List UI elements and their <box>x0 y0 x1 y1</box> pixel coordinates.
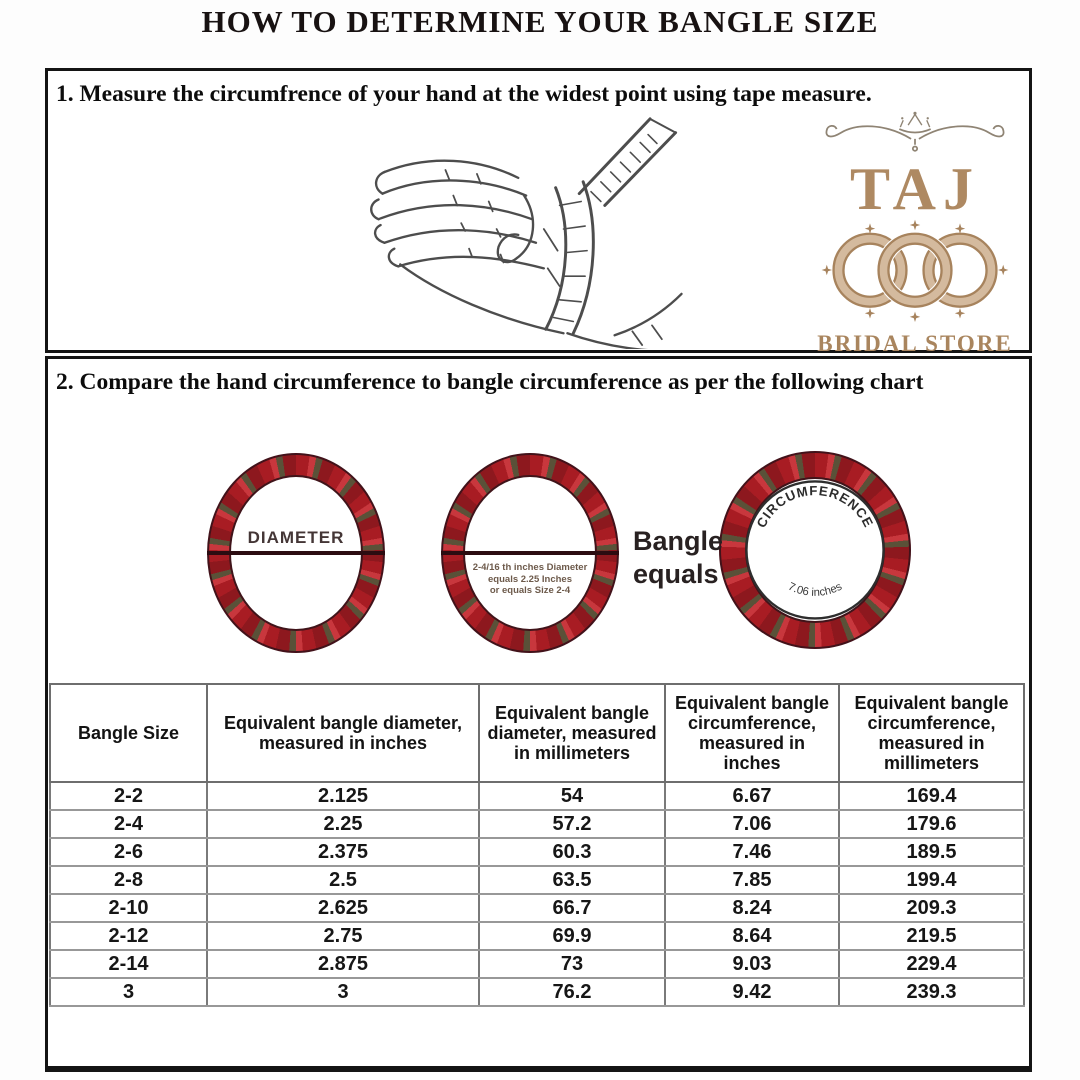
table-cell: 2.625 <box>206 893 480 923</box>
table-cell: 6.67 <box>664 781 840 811</box>
page-title: HOW TO DETERMINE YOUR BANGLE SIZE <box>201 4 879 39</box>
table-cell: 209.3 <box>838 893 1025 923</box>
step2-section: 2. Compare the hand circumference to ban… <box>45 356 1032 1072</box>
diameter-label: DIAMETER <box>247 528 345 547</box>
table-cell: 66.7 <box>478 893 666 923</box>
table-cell: 7.46 <box>664 837 840 867</box>
diameter-line <box>441 551 619 555</box>
table-cell: 2-12 <box>49 921 208 951</box>
table-cell: 2.125 <box>206 781 480 811</box>
column-header: Equivalent bangle circumference, measure… <box>664 683 840 783</box>
bangle-size-example-diagram: 2-4/16 th inches Diameter equals 2.25 In… <box>441 453 619 653</box>
hand-tape-measure-illustration <box>370 117 683 349</box>
brand-name: TAJ <box>850 156 980 222</box>
ornament-flourish-icon <box>825 111 1005 152</box>
table-row: 3 3 76.2 9.42 239.3 <box>49 977 1025 1007</box>
circumference-value: 7.06 inches <box>786 581 844 599</box>
table-row: 2-14 2.875 73 9.03 229.4 <box>49 949 1025 979</box>
circumference-ring-labels: CIRCUMFERENCE 7.06 inches <box>745 480 885 620</box>
table-cell: 3 <box>206 977 480 1007</box>
table-cell: 9.42 <box>664 977 840 1007</box>
table-header-row: Bangle Size Equivalent bangle diameter, … <box>49 683 1025 783</box>
table-cell: 2-14 <box>49 949 208 979</box>
table-row: 2-2 2.125 54 6.67 169.4 <box>49 781 1025 811</box>
table-cell: 3 <box>49 977 208 1007</box>
step1-section: 1. Measure the circumfrence of your hand… <box>45 68 1032 356</box>
table-cell: 8.24 <box>664 893 840 923</box>
bangle-equals-label: Bangle equals <box>633 525 753 591</box>
table-cell: 239.3 <box>838 977 1025 1007</box>
table-cell: 73 <box>478 949 666 979</box>
table-cell: 169.4 <box>838 781 1025 811</box>
table-row: 2-12 2.75 69.9 8.64 219.5 <box>49 921 1025 951</box>
table-row: 2-10 2.625 66.7 8.24 209.3 <box>49 893 1025 923</box>
table-cell: 2.25 <box>206 809 480 839</box>
bangle-rings-icon <box>821 219 1009 323</box>
brand-logo: TAJ <box>811 109 1019 357</box>
size-note-line: 2-4/16 th inches Diameter <box>472 562 588 573</box>
table-cell: 199.4 <box>838 865 1025 895</box>
table-cell: 63.5 <box>478 865 666 895</box>
size-example-note: 2-4/16 th inches Diameter equals 2.25 In… <box>443 562 617 597</box>
table-cell: 2-2 <box>49 781 208 811</box>
table-cell: 189.5 <box>838 837 1025 867</box>
table-cell: 8.64 <box>664 921 840 951</box>
diameter-line <box>207 551 385 555</box>
table-cell: 2.875 <box>206 949 480 979</box>
column-header: Bangle Size <box>49 683 208 783</box>
size-note-line: equals 2.25 Inches <box>488 573 572 585</box>
table-cell: 2.375 <box>206 837 480 867</box>
table-cell: 9.03 <box>664 949 840 979</box>
table-cell: 2-4 <box>49 809 208 839</box>
table-cell: 57.2 <box>478 809 666 839</box>
table-cell: 219.5 <box>838 921 1025 951</box>
table-row: 2-4 2.25 57.2 7.06 179.6 <box>49 809 1025 839</box>
step1-heading: 1. Measure the circumfrence of your hand… <box>56 81 872 107</box>
column-header: Equivalent bangle diameter, measured in … <box>478 683 666 783</box>
table-cell: 2-6 <box>49 837 208 867</box>
table-cell: 2-10 <box>49 893 208 923</box>
table-cell: 2.5 <box>206 865 480 895</box>
column-header: Equivalent bangle circumference, measure… <box>838 683 1025 783</box>
table-cell: 76.2 <box>478 977 666 1007</box>
table-cell: 54 <box>478 781 666 811</box>
table-cell: 229.4 <box>838 949 1025 979</box>
bangle-size-table: Bangle Size Equivalent bangle diameter, … <box>49 683 1025 1007</box>
bangle-equals-line: Bangle <box>633 526 724 556</box>
table-cell: 7.85 <box>664 865 840 895</box>
table-row: 2-8 2.5 63.5 7.85 199.4 <box>49 865 1025 895</box>
column-header: Equivalent bangle diameter, measured in … <box>206 683 480 783</box>
table-cell: 7.06 <box>664 809 840 839</box>
table-cell: 69.9 <box>478 921 666 951</box>
svg-text:7.06 inches: 7.06 inches <box>786 581 844 599</box>
size-note-line: or equals Size 2-4 <box>489 585 571 596</box>
bangle-equals-line: equals <box>633 559 719 589</box>
step2-heading: 2. Compare the hand circumference to ban… <box>56 369 924 395</box>
brand-tagline: BRIDAL STORE <box>817 331 1013 356</box>
bangle-circumference-diagram: CIRCUMFERENCE 7.06 inches <box>719 451 911 649</box>
table-cell: 2.75 <box>206 921 480 951</box>
table-cell: 60.3 <box>478 837 666 867</box>
table-cell: 2-8 <box>49 865 208 895</box>
table-cell: 179.6 <box>838 809 1025 839</box>
bangle-diameter-diagram: DIAMETER <box>207 453 385 653</box>
table-row: 2-6 2.375 60.3 7.46 189.5 <box>49 837 1025 867</box>
